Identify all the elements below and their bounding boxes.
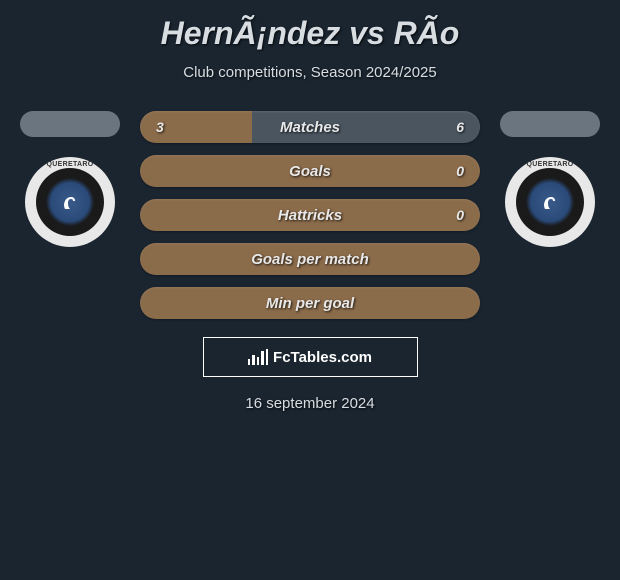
stat-label-gpm: Goals per match bbox=[251, 251, 369, 268]
chart-icon bbox=[248, 349, 268, 365]
stat-label-hattricks: Hattricks bbox=[278, 207, 342, 224]
stat-bar-goals: Goals 0 bbox=[140, 155, 480, 187]
rooster-icon bbox=[55, 187, 85, 217]
club-badge-inner-left bbox=[36, 168, 104, 236]
stat-bar-hattricks: Hattricks 0 bbox=[140, 199, 480, 231]
stat-bar-matches: 3 Matches 6 bbox=[140, 111, 480, 143]
club-name-left: QUERETARO bbox=[47, 161, 94, 168]
club-badge-left: QUERETARO bbox=[25, 157, 115, 247]
stat-right-hattricks: 0 bbox=[456, 207, 464, 223]
comparison-widget: HernÃ¡ndez vs RÃo Club competitions, Sea… bbox=[0, 0, 620, 422]
stat-label-goals: Goals bbox=[289, 163, 331, 180]
club-name-right: QUERETARO bbox=[527, 161, 574, 168]
stats-column: 3 Matches 6 Goals 0 Hattricks 0 Goals pe… bbox=[140, 111, 480, 319]
rooster-icon bbox=[535, 187, 565, 217]
stat-right-matches: 6 bbox=[456, 119, 464, 135]
content-area: QUERETARO 3 Matches 6 Goals 0 bbox=[0, 111, 620, 319]
club-badge-right: QUERETARO bbox=[505, 157, 595, 247]
left-player-column: QUERETARO bbox=[20, 111, 120, 247]
comparison-subtitle: Club competitions, Season 2024/2025 bbox=[0, 64, 620, 81]
comparison-title: HernÃ¡ndez vs RÃo bbox=[0, 15, 620, 52]
stat-bar-mpg: Min per goal bbox=[140, 287, 480, 319]
stat-left-matches: 3 bbox=[156, 119, 164, 135]
stat-label-mpg: Min per goal bbox=[266, 295, 354, 312]
date-text: 16 september 2024 bbox=[0, 395, 620, 412]
player-avatar-right bbox=[500, 111, 600, 137]
stat-label-matches: Matches bbox=[280, 119, 340, 136]
club-badge-inner-right bbox=[516, 168, 584, 236]
stat-bar-gpm: Goals per match bbox=[140, 243, 480, 275]
player-avatar-left bbox=[20, 111, 120, 137]
stat-right-goals: 0 bbox=[456, 163, 464, 179]
brand-text: FcTables.com bbox=[273, 349, 372, 366]
brand-box[interactable]: FcTables.com bbox=[203, 337, 418, 377]
right-player-column: QUERETARO bbox=[500, 111, 600, 247]
